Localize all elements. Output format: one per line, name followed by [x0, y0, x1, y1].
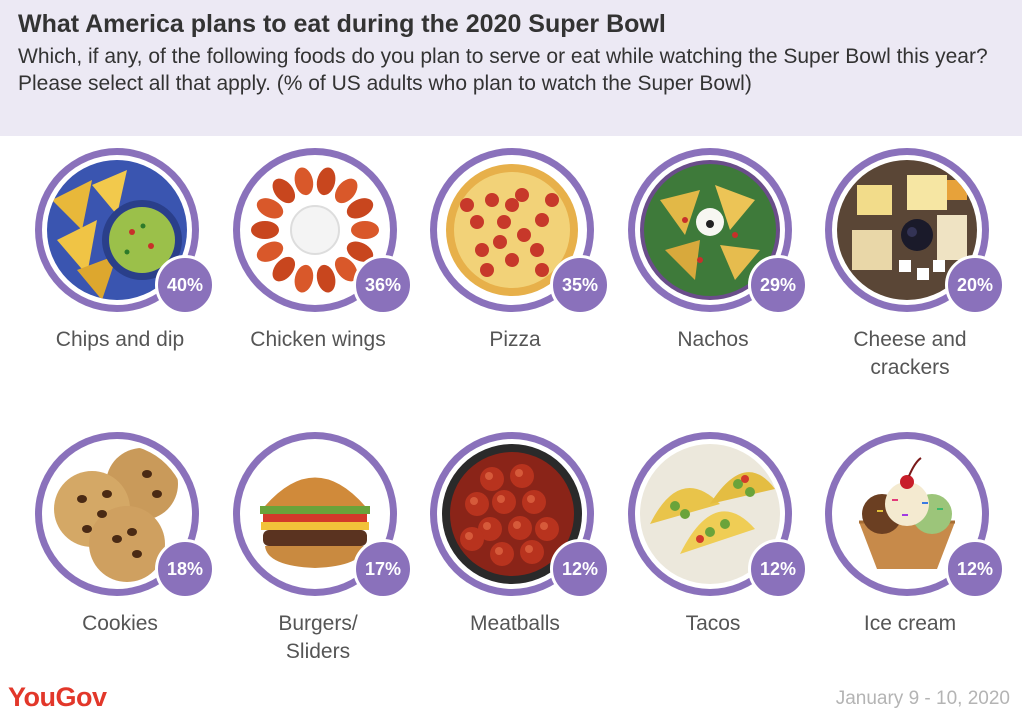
percent-badge: 12%: [945, 539, 1005, 599]
chart-subtitle: Which, if any, of the following foods do…: [18, 45, 988, 95]
food-label: Cookies: [82, 612, 158, 635]
food-disc: 35%: [430, 148, 610, 315]
yougov-logo: YouGov: [8, 682, 107, 712]
chicken-wings-icon: [245, 160, 385, 300]
food-disc: 18%: [35, 432, 215, 599]
food-disc: 40%: [35, 148, 215, 315]
food-label: Meatballs: [470, 612, 560, 635]
food-item: 17% Burgers/Sliders: [208, 432, 413, 672]
percent-badge: 36%: [353, 255, 413, 315]
meatballs-icon: [442, 444, 582, 584]
food-disc: 12%: [825, 432, 1005, 599]
food-item: 29% Nachos: [603, 148, 808, 388]
food-disc: 36%: [233, 148, 413, 315]
food-disc: 12%: [430, 432, 610, 599]
percent-badge: 12%: [550, 539, 610, 599]
percent-badge: 12%: [748, 539, 808, 599]
nachos-icon: [640, 160, 780, 300]
percent-badge: 18%: [155, 539, 215, 599]
percent-badge: 17%: [353, 539, 413, 599]
percent-badge: 40%: [155, 255, 215, 315]
food-item: 12% Tacos: [603, 432, 808, 672]
food-item: 35% Pizza: [405, 148, 610, 388]
food-item: 20% Cheese and crackers: [800, 148, 1005, 388]
food-item: 40% Chips and dip: [10, 148, 215, 388]
food-label: Nachos: [677, 328, 749, 351]
food-label: Cheese and crackers: [853, 328, 967, 379]
percent-badge: 29%: [748, 255, 808, 315]
food-item: 12% Meatballs: [405, 432, 610, 672]
food-label: Chips and dip: [55, 328, 185, 351]
chart-header: What America plans to eat during the 202…: [0, 0, 1022, 136]
food-item: 36% Chicken wings: [208, 148, 413, 388]
food-disc: 20%: [825, 148, 1005, 315]
food-label: Ice cream: [863, 612, 957, 635]
food-item: 18% Cookies: [10, 432, 215, 672]
food-disc: 12%: [628, 432, 808, 599]
food-disc: 17%: [233, 432, 413, 599]
percent-badge: 20%: [945, 255, 1005, 315]
percent-badge: 35%: [550, 255, 610, 315]
food-label: Chicken wings: [250, 328, 386, 351]
food-item: 12% Ice cream: [800, 432, 1005, 672]
survey-date: January 9 - 10, 2020: [835, 688, 1010, 709]
food-disc: 29%: [628, 148, 808, 315]
food-label: Tacos: [685, 612, 741, 635]
food-label: Burgers/Sliders: [278, 612, 358, 663]
chart-title: What America plans to eat during the 202…: [18, 10, 666, 38]
food-label: Pizza: [489, 328, 541, 351]
